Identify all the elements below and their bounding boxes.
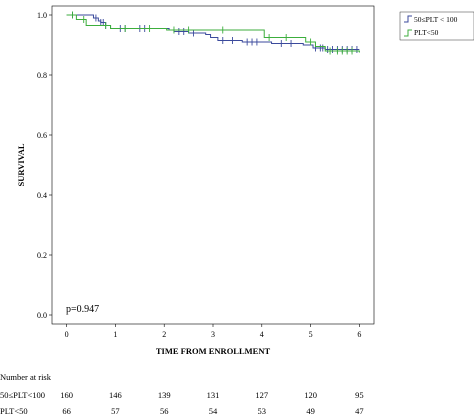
risk-value: 66 [62,406,71,415]
risk-value: 54 [209,406,218,415]
risk-value: 120 [304,390,317,400]
legend-swatch-series-2 [404,29,412,37]
y-tick-label: 0.2 [37,251,47,260]
legend-frame [399,11,474,41]
x-tick-label: 5 [309,330,313,339]
risk-table: Number at risk 50≤PLT<100 PLT<50 160 146 1… [0,372,364,415]
risk-value: 127 [255,390,268,400]
risk-value: 146 [109,390,122,400]
legend: 50≤PLT < 100 PLT<50 [399,11,474,41]
legend-swatch-series-1 [404,15,412,23]
y-tick-label: 0.6 [37,131,47,140]
axis-ticks: 0.0 0.2 0.4 0.6 0.8 1.0 0 1 2 3 4 5 6 [37,11,361,339]
risk-value: 53 [258,406,267,415]
legend-label-series-1: 50≤PLT < 100 [414,15,458,24]
risk-row-label-1: 50≤PLT<100 [0,390,45,400]
x-axis-label: TIME FROM ENROLLMENT [156,346,271,356]
risk-value: 160 [60,390,73,400]
x-tick-label: 3 [211,330,215,339]
y-tick-label: 0.0 [37,311,47,320]
y-tick-label: 1.0 [37,11,47,20]
x-tick-label: 0 [65,330,69,339]
survival-curve-series-2 [66,14,360,53]
risk-row-label-2: PLT<50 [0,406,28,415]
x-tick-label: 2 [162,330,166,339]
risk-value: 139 [158,390,171,400]
legend-label-series-2: PLT<50 [414,28,439,37]
y-tick-label: 0.4 [37,191,47,200]
risk-value: 95 [355,390,364,400]
risk-table-title: Number at risk [0,372,52,382]
risk-value: 49 [306,406,315,415]
y-axis-label: SURVIVAL [16,143,26,186]
series-layer [66,11,360,55]
p-value-annotation: p=0.947 [66,304,99,315]
x-tick-label: 1 [113,330,117,339]
y-tick-label: 0.8 [37,71,47,80]
x-tick-label: 4 [260,330,264,339]
risk-value: 57 [111,406,120,415]
x-tick-label: 6 [357,330,361,339]
risk-value: 47 [355,406,364,415]
risk-value: 56 [160,406,169,415]
risk-value: 131 [207,390,220,400]
plot-frame [51,5,375,325]
